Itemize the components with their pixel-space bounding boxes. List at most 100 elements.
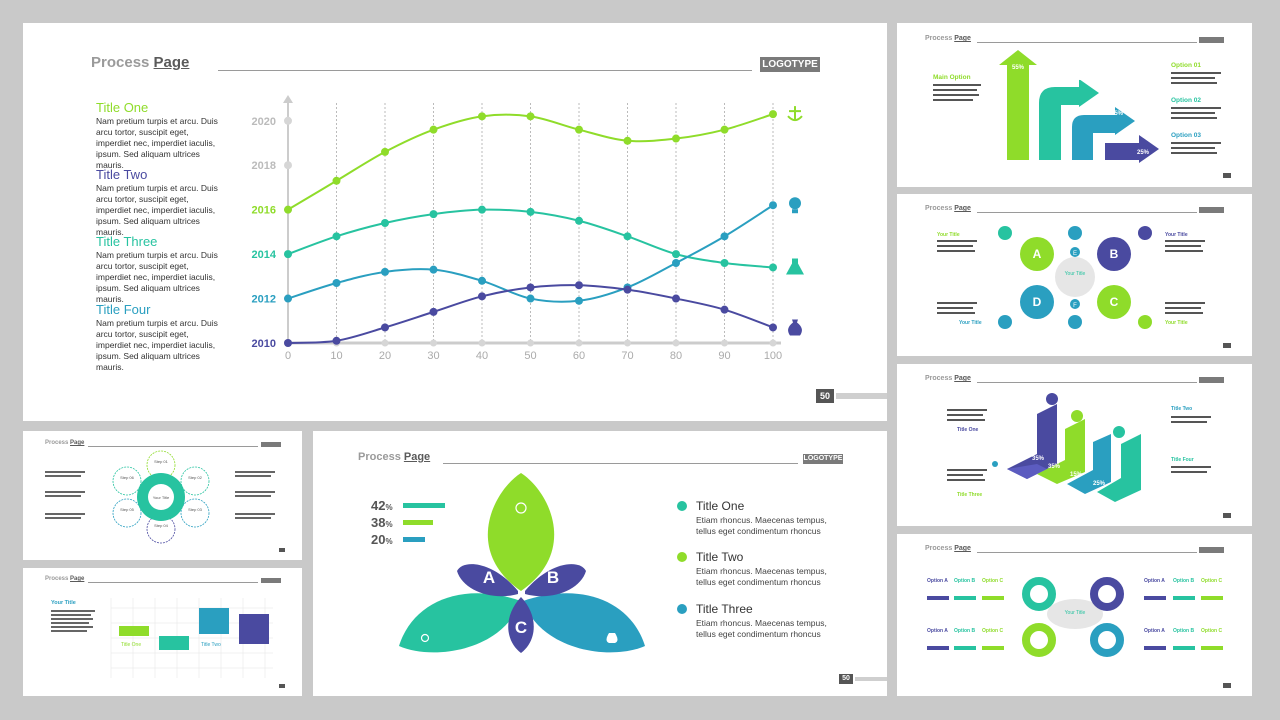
series-point-4 [526,283,535,292]
y-tick-dot [284,116,292,125]
series-point-3 [526,294,535,303]
arrow-chart: 55% 45% 35% 25% Option 01 Option 02 Opti… [933,50,1221,163]
percent-label-3: 20% [371,532,393,547]
node-e [1070,247,1080,257]
logo-badge [1199,547,1224,553]
petal-slide: Process Page LOGOTYPE 42% 38% 20% A B C … [313,431,887,696]
arrow-2 [1039,79,1099,160]
svg-text:Option A: Option A [927,578,948,584]
series-point-4 [478,292,486,301]
petal-top [487,473,555,591]
x-tick-label: 10 [330,350,342,362]
svg-text:Step 01: Step 01 [154,459,169,464]
thumb-header: Process Page [45,576,85,582]
title-three-text: Nam pretium turpis et arcu. Duis arcu to… [96,250,218,304]
svg-text:Option C: Option C [982,628,1003,634]
svg-text:B: B [1110,247,1119,261]
logotype: LOGOTYPE [803,454,843,464]
arrow-4 [1105,135,1159,163]
title-four-text: Nam pretium turpis et arcu. Duis arcu to… [96,318,218,372]
svg-text:D: D [1033,295,1042,309]
node-b [1097,237,1131,271]
y-axis-arrow [283,95,293,103]
title-three-heading: Title Three [96,234,158,249]
header-rule [977,552,1197,553]
svg-text:Step 05: Step 05 [120,507,135,512]
page-number: 50 [839,674,853,684]
ring-bottom-left [1022,623,1056,657]
series-point-2 [284,250,292,259]
series-point-1 [381,147,389,156]
svg-text:E: E [1073,251,1077,257]
svg-text:Option B: Option B [954,578,975,584]
svg-text:Your Title: Your Title [153,495,170,500]
series-point-4 [381,323,389,332]
x-tick-dot [478,339,486,347]
svg-text:Title One: Title One [957,427,979,433]
money-bag-icon [1138,226,1152,240]
petal-letter-c: C [515,618,527,637]
option-label-2: Option 02 [1171,97,1201,104]
arrow-3 [1072,107,1135,160]
page-number [1223,173,1231,178]
svg-text:Option C: Option C [1201,578,1222,584]
svg-text:Option C: Option C [982,578,1003,584]
line-chart: 0 10 20 30 40 50 60 70 80 90 100 2010 2012 2014 2016 20… [252,95,804,362]
series-point-4 [769,323,777,332]
series-point-4 [429,307,438,316]
thumb-header: Process Page [45,440,85,446]
series-line-2 [287,208,774,269]
option-bars [927,596,1223,650]
y-tick-dot [284,161,292,170]
text-lines [933,72,1221,154]
series-point-2 [332,232,341,241]
header-rule [977,212,1197,213]
thumb-header: Process Page [925,375,971,382]
flask-icon [786,258,804,275]
svg-text:Option A: Option A [1144,578,1165,584]
svg-text:Title Four: Title Four [1171,457,1194,463]
anchor-icon [998,226,1012,240]
svg-text:Step 02: Step 02 [188,475,203,480]
option-label-3: Option 03 [1171,132,1201,139]
title-four-heading: Title Four [96,302,151,317]
page-number [279,684,285,688]
petal-right [523,593,645,653]
petal-letter-a: A [483,568,495,587]
ring-bottom-right [1090,623,1124,657]
money-bag-icon [788,319,802,336]
series-point-1 [769,110,777,119]
lightbulb-icon [1071,410,1083,422]
legend-title-two: Title Two [696,550,744,564]
bars-diagram: Your Title Title One Title Two Title Fou… [51,598,273,678]
thumb-header: Process Page [925,205,971,212]
title-two-heading: Title Two [96,167,148,182]
legend-text-one: Etiam rhoncus. Maecenas tempus, tellus e… [696,515,827,536]
clock-icon [515,502,527,514]
series-point-4 [720,305,729,314]
thumb-header: Process Page [925,35,971,42]
image-icon [998,315,1012,329]
series-point-3 [672,259,680,267]
stairs-value-3: 15% [1070,472,1083,478]
legend-title-three: Title Three [696,602,753,616]
svg-text:Your Title: Your Title [959,320,982,326]
svg-text:Option A: Option A [927,628,948,634]
logo-badge [1199,377,1224,383]
x-tick-dot [721,339,728,347]
thumb-bars: Process Page Your Title Title One Title … [23,568,302,696]
x-tick-label: 20 [379,350,391,362]
page-number [1223,343,1231,348]
lightbulb-icon [789,197,801,214]
slide-header: Process Page [358,451,431,463]
series-point-1 [478,112,486,121]
petal-c [508,597,534,653]
arrow-value-2: 45% [1075,76,1088,82]
node-f [1070,299,1080,309]
percent-bar-1 [403,503,445,508]
x-tick-label: 30 [427,350,439,362]
petal-b [525,564,586,597]
series-point-1 [672,134,680,143]
series-point-1 [623,136,632,145]
series-point-1 [429,125,438,134]
